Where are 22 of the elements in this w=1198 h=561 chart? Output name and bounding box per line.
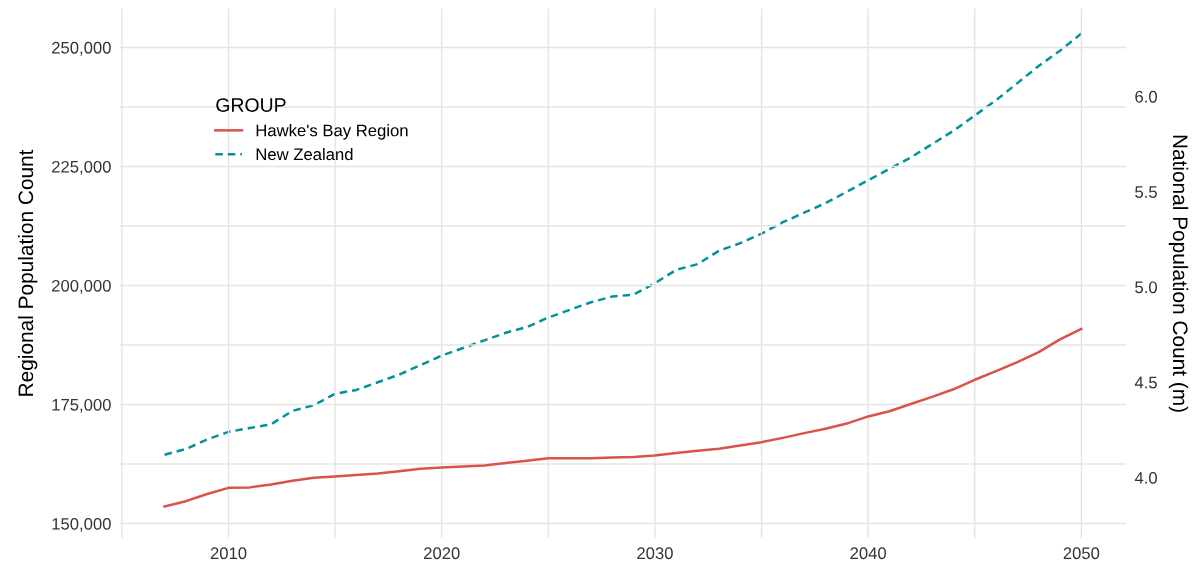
y2-tick-label: 4.5 [1134,376,1157,389]
y2-tick-label: 5.0 [1135,281,1157,294]
y-tick-label: 200,000 [52,279,111,294]
x-tick-label: 2050 [1063,547,1100,560]
y2-tick-label: 6.0 [1135,90,1157,103]
x-tick-label: 2010 [210,547,247,560]
y2-tick-label: 5.5 [1135,186,1157,198]
y-tick-label: 175,000 [52,398,111,413]
legend-title: GROUP [216,98,286,112]
line-series [163,32,1083,456]
line-series [163,327,1083,508]
y-tick-label: 225,000 [52,160,111,175]
y-tick-label: 150,000 [52,517,111,532]
y-axis-title: Regional Population Count [17,149,38,396]
x-tick-label: 2020 [424,547,460,560]
legend-label: Hawke's Bay Region [256,124,408,140]
y2-axis-title: National Population Count (m) [1168,135,1189,412]
y2-tick-label: 4.0 [1134,471,1157,484]
x-tick-label: 2030 [637,547,673,560]
legend-label: New Zealand [256,147,353,161]
y-tick-label: 250,000 [52,41,111,56]
x-tick-label: 2040 [850,547,887,560]
